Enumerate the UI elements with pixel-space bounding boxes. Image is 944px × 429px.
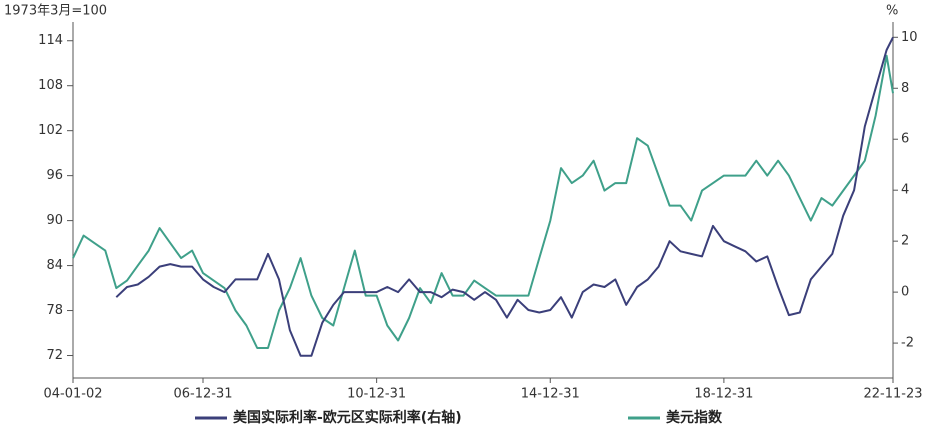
y-tick-label: 78 bbox=[46, 303, 63, 318]
y2-tick-label: 10 bbox=[901, 30, 918, 45]
y2-tick-label: 8 bbox=[901, 81, 909, 96]
y2-tick-label: 6 bbox=[901, 132, 909, 147]
y-tick-label: 108 bbox=[38, 78, 63, 93]
x-tick-label: 22-11-23 bbox=[863, 387, 922, 402]
series-line bbox=[72, 54, 894, 349]
series-line bbox=[115, 36, 894, 357]
x-tick-label: 14-12-31 bbox=[521, 387, 580, 402]
y-axis-label: 1973年3月=100 bbox=[4, 4, 107, 19]
y-tick-label: 90 bbox=[46, 213, 63, 228]
y2-tick-label: 4 bbox=[901, 183, 909, 198]
y2-tick-label: -2 bbox=[901, 336, 914, 351]
x-tick-label: 10-12-31 bbox=[347, 387, 406, 402]
y2-tick-label: 2 bbox=[901, 234, 909, 249]
y-tick-label: 96 bbox=[46, 168, 63, 183]
y2-axis-label: % bbox=[886, 4, 898, 19]
y-tick-label: 72 bbox=[46, 348, 63, 363]
x-tick-label: 06-12-31 bbox=[174, 387, 233, 402]
y2-tick-label: 0 bbox=[901, 285, 909, 300]
x-tick-label: 04-01-02 bbox=[43, 387, 102, 402]
legend-label: 美国实际利率-欧元区实际利率(右轴) bbox=[233, 409, 462, 426]
legend-label: 美元指数 bbox=[666, 409, 723, 426]
y-tick-label: 114 bbox=[38, 33, 63, 48]
y-tick-label: 84 bbox=[46, 258, 63, 273]
y-tick-label: 102 bbox=[38, 123, 63, 138]
x-tick-label: 18-12-31 bbox=[694, 387, 753, 402]
